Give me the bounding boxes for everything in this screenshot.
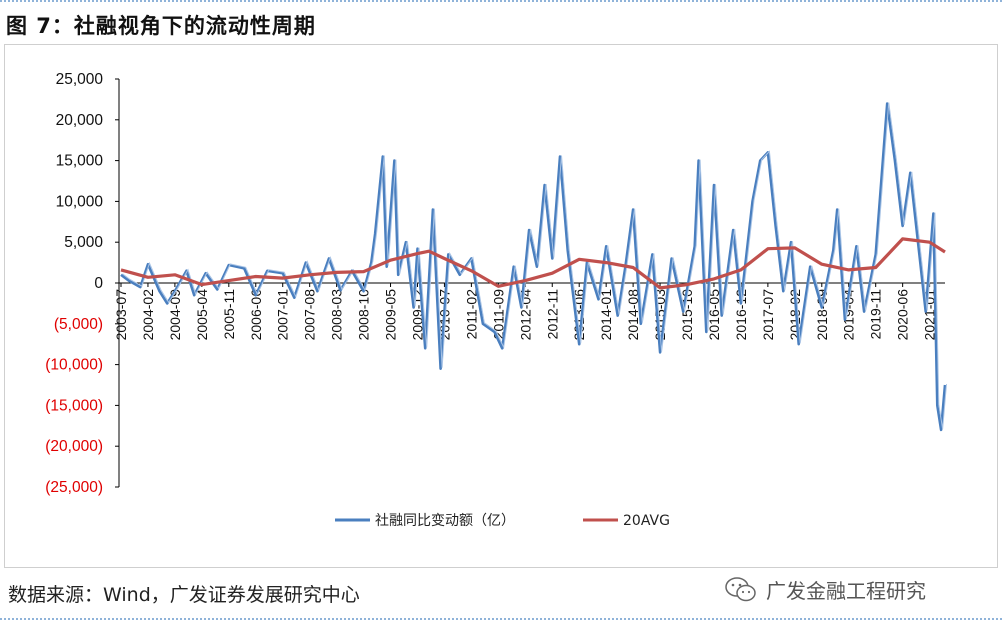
x-tick-label: 2018-09	[814, 289, 830, 341]
y-tick-label: 15,000	[56, 153, 104, 170]
x-tick-label: 2005-11	[221, 289, 237, 340]
legend-label-blue: 社融同比变动额（亿）	[375, 513, 515, 529]
x-tick-label: 2005-04	[194, 289, 210, 341]
y-tick-label: 5,000	[64, 234, 103, 251]
top-divider	[0, 0, 1002, 2]
x-tick-label: 2011-02	[463, 289, 479, 340]
x-tick-label: 2004-02	[140, 289, 156, 341]
y-tick-label: 25,000	[56, 71, 104, 88]
x-tick-label: 2016-12	[733, 289, 749, 341]
y-tick-label: 0	[94, 275, 103, 292]
x-tick-label: 2008-10	[356, 289, 372, 341]
y-axis: 25,000 20,000 15,000 10,000 5,000 0 (5,000) (10…	[45, 71, 120, 496]
series-line-social-financing-highlight	[122, 102, 947, 429]
y-tick-label: (20,000)	[45, 438, 103, 455]
figure-title: 图 7：社融视角下的流动性周期	[6, 14, 316, 38]
legend-label-red: 20AVG	[623, 513, 670, 529]
x-axis: 2003-07 2004-02 2004-09 2005-04 2005-11 2006-…	[113, 282, 945, 341]
series-lines	[120, 102, 947, 432]
x-tick-label: 2009-05	[383, 289, 399, 341]
series-line-20avg	[120, 237, 946, 290]
watermark: 广发金融工程研究	[724, 575, 926, 604]
x-tick-label: 2014-08	[625, 289, 641, 341]
watermark-text: 广发金融工程研究	[766, 579, 926, 603]
x-tick-label: 2007-01	[275, 289, 291, 341]
legend: 社融同比变动额（亿） 20AVG	[335, 513, 670, 529]
bottom-divider	[0, 618, 1002, 620]
chart-frame: 25,000 20,000 15,000 10,000 5,000 0 (5,000) (10…	[4, 44, 998, 568]
y-tick-label: (5,000)	[54, 316, 103, 333]
wechat-icon	[725, 576, 756, 601]
x-tick-label: 2016-05	[706, 289, 722, 341]
series-line-social-financing	[120, 102, 947, 432]
y-tick-label: 10,000	[56, 193, 104, 210]
x-tick-label: 2011-09	[490, 289, 506, 340]
figure-header: 图 7：社融视角下的流动性周期	[0, 0, 1002, 44]
x-tick-label: 2003-07	[113, 289, 129, 341]
x-tick-label: 2006-06	[248, 289, 264, 341]
y-tick-label: (15,000)	[45, 397, 103, 414]
x-tick-label: 2008-03	[329, 289, 345, 341]
source-note: 数据来源：Wind，广发证券发展研究中心	[8, 584, 360, 606]
x-tick-label: 2017-07	[760, 289, 776, 341]
x-tick-label: 2020-06	[895, 289, 911, 341]
x-tick-label: 2019-11	[868, 289, 884, 340]
x-tick-label: 2007-08	[302, 289, 318, 341]
x-tick-label: 2012-11	[544, 289, 560, 340]
liquidity-cycle-chart: 25,000 20,000 15,000 10,000 5,000 0 (5,000) (10…	[45, 71, 947, 529]
y-tick-label: (25,000)	[45, 479, 103, 496]
y-tick-label: (10,000)	[45, 357, 103, 374]
x-tick-label: 2004-09	[167, 289, 183, 341]
y-tick-label: 20,000	[56, 112, 104, 129]
x-tick-label: 2014-01	[598, 289, 614, 341]
